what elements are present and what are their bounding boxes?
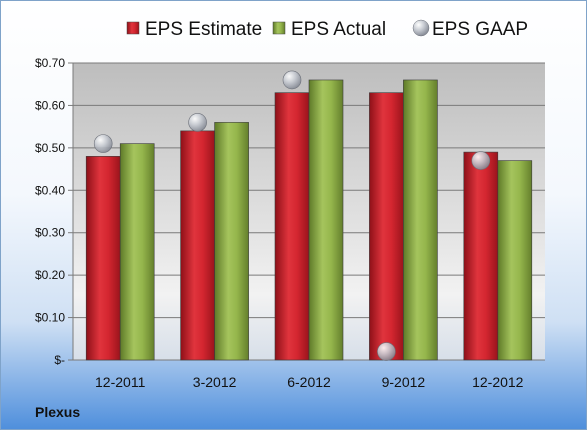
legend: EPS Estimate EPS Actual EPS GAAP [126, 19, 528, 40]
eps-actual-bar [214, 122, 249, 361]
y-tick-label: $0.70 [35, 56, 65, 70]
y-tick-label: $0.50 [35, 141, 65, 155]
eps-estimate-bar [369, 92, 404, 361]
company-label: Plexus [35, 404, 80, 420]
x-axis: 12-2011 3-2012 6-2012 9-2012 12-2012 [95, 374, 524, 390]
y-tick-label: $0.10 [35, 311, 65, 325]
eps-actual-legend-swatch [272, 21, 286, 35]
eps-estimate-bar [85, 156, 121, 361]
gaap-points [93, 70, 491, 361]
y-tick-label: $0.40 [35, 183, 65, 197]
x-tick-label: 6-2012 [287, 374, 331, 390]
y-tick-label: $0.20 [35, 268, 65, 282]
eps-actual-bar [497, 160, 533, 361]
y-tick-label: $0.30 [35, 226, 65, 240]
eps-gaap-point [188, 113, 207, 132]
eps-estimate-bar [274, 92, 310, 361]
eps-estimate-bar [180, 130, 215, 361]
y-axis: $- $0.10 $0.20 $0.30 $0.40 $0.50 $0.60 $0.70 [35, 56, 74, 367]
eps-actual-bar [119, 143, 155, 361]
legend-label: EPS GAAP [432, 19, 528, 40]
x-tick-label: 9-2012 [382, 374, 426, 390]
eps-gaap-legend-swatch [412, 19, 430, 37]
eps-actual-bar [308, 79, 344, 361]
eps-estimate-legend-swatch [126, 21, 140, 35]
x-tick-label: 3-2012 [193, 374, 237, 390]
y-tick-label: $0.60 [35, 98, 65, 112]
y-tick-label: $- [54, 353, 65, 367]
bars [85, 79, 533, 361]
eps-gaap-point [377, 342, 396, 361]
eps-gaap-point [93, 134, 113, 153]
legend-label: EPS Actual [291, 19, 386, 40]
eps-estimate-bar [463, 151, 499, 361]
legend-label: EPS Estimate [145, 19, 262, 40]
eps-gaap-point [471, 151, 491, 170]
eps-gaap-point [282, 70, 302, 90]
eps-actual-bar [403, 79, 438, 361]
x-tick-label: 12-2011 [95, 374, 146, 390]
x-tick-label: 12-2012 [472, 374, 524, 390]
